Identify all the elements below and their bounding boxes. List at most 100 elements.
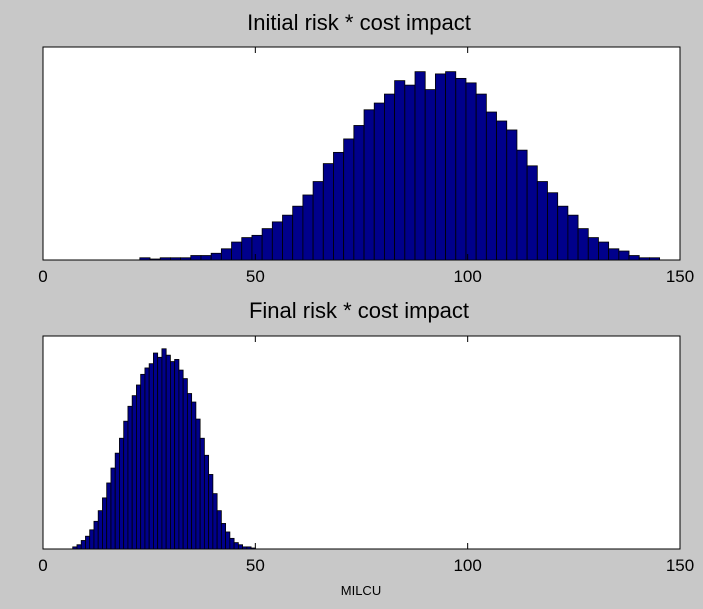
histogram-bar [496, 120, 508, 261]
histogram-bar [153, 352, 159, 550]
histogram-bar [455, 77, 467, 261]
histogram-bar [353, 125, 365, 261]
histogram-bar [85, 535, 91, 550]
histogram-bar [237, 544, 244, 550]
histogram-bar [159, 257, 171, 261]
histogram-bar [598, 241, 610, 261]
histogram-bar [526, 165, 538, 261]
x-tick-label: 0 [38, 267, 47, 286]
histogram-bar [102, 497, 108, 550]
histogram-bar [506, 129, 518, 261]
histogram-bar [80, 540, 86, 550]
histogram-bar [89, 529, 95, 550]
histogram-bar [127, 405, 133, 550]
histogram-bar [110, 467, 116, 550]
histogram-bar [475, 93, 487, 261]
x-ticks [42, 47, 681, 260]
histogram-bar [246, 546, 252, 550]
plot-initial-risk: Initial risk * cost impact 0 50 100 150 [38, 10, 694, 286]
histogram-bar [567, 214, 579, 261]
histogram-bar [312, 181, 324, 261]
histogram-bar [169, 257, 181, 261]
histogram-bar [434, 73, 446, 261]
histogram-bar [292, 205, 304, 261]
histogram-bar [220, 523, 227, 550]
x-tick-label: 0 [38, 556, 47, 575]
histogram-bar [136, 384, 142, 550]
plot-final-risk: Final risk * cost impact 0 50 100 150 MILCU [38, 298, 694, 598]
histogram-bar [465, 82, 477, 261]
histogram-bar [229, 537, 235, 550]
histogram-bar [404, 84, 416, 261]
histogram-bar [210, 252, 222, 261]
histogram-bar [178, 369, 184, 550]
histogram-bar [174, 359, 180, 550]
plot-title: Final risk * cost impact [249, 298, 469, 323]
histogram-bar [242, 546, 248, 550]
histogram-bar [195, 418, 201, 550]
histogram-bar [182, 378, 188, 550]
bar-group [139, 71, 661, 261]
histogram-bar [114, 452, 120, 550]
bar-group [72, 348, 256, 550]
histogram-bar [191, 401, 197, 550]
histogram-bar [628, 255, 640, 261]
x-axis-label: MILCU [341, 583, 381, 598]
histogram-bar [93, 520, 99, 550]
x-tick-label: 150 [666, 556, 694, 575]
histogram-bar [106, 482, 112, 550]
histogram-bar [76, 544, 82, 550]
histogram-bar [577, 228, 589, 261]
histogram-bar [608, 248, 620, 261]
histogram-bar [149, 258, 161, 261]
x-ticks [42, 336, 681, 549]
histogram-bar [148, 363, 154, 550]
histogram-bar [250, 547, 256, 550]
histogram-bar [587, 237, 599, 261]
histogram-bar [261, 228, 273, 261]
histogram-bar [169, 361, 176, 550]
x-tick-labels: 0 50 100 150 [38, 267, 694, 286]
histogram-bar [282, 214, 294, 261]
histogram-bar [557, 205, 569, 261]
histogram-bar [119, 437, 125, 550]
histogram-bar [241, 237, 253, 261]
histogram-bar [203, 454, 210, 550]
histogram-bar [131, 395, 137, 550]
x-tick-label: 150 [666, 267, 694, 286]
histogram-bar [424, 89, 436, 261]
histogram-bar [200, 255, 212, 261]
histogram-bar [414, 71, 426, 261]
histogram-bar [140, 373, 146, 550]
histogram-bar [97, 510, 103, 550]
histogram-bar [139, 257, 151, 261]
histogram-bar [216, 510, 222, 550]
histogram-bar [165, 354, 171, 550]
histogram-bar [271, 221, 283, 261]
histogram-bar [618, 250, 630, 261]
histogram-bar [212, 493, 218, 550]
histogram-bar [394, 80, 406, 261]
histogram-bar [180, 257, 192, 261]
histogram-bar [302, 194, 314, 261]
histogram-bar [343, 138, 355, 261]
histogram-bar [547, 192, 559, 261]
histogram-bar [333, 151, 345, 261]
x-tick-label: 100 [453, 267, 481, 286]
histogram-bar [72, 546, 78, 550]
histogram-bar [225, 531, 231, 550]
histogram-bar [208, 474, 214, 550]
histogram-bar [485, 111, 497, 261]
x-tick-labels: 0 50 100 150 [38, 556, 694, 575]
histogram-bar [373, 102, 385, 261]
histogram-bar [251, 234, 263, 261]
histogram-bar [157, 356, 163, 550]
histogram-bar [363, 109, 375, 261]
histogram-bar [322, 163, 334, 261]
histogram-bar [384, 93, 396, 261]
histogram-bar [231, 241, 243, 261]
plot-title: Initial risk * cost impact [247, 10, 471, 35]
histogram-bar [123, 420, 129, 550]
